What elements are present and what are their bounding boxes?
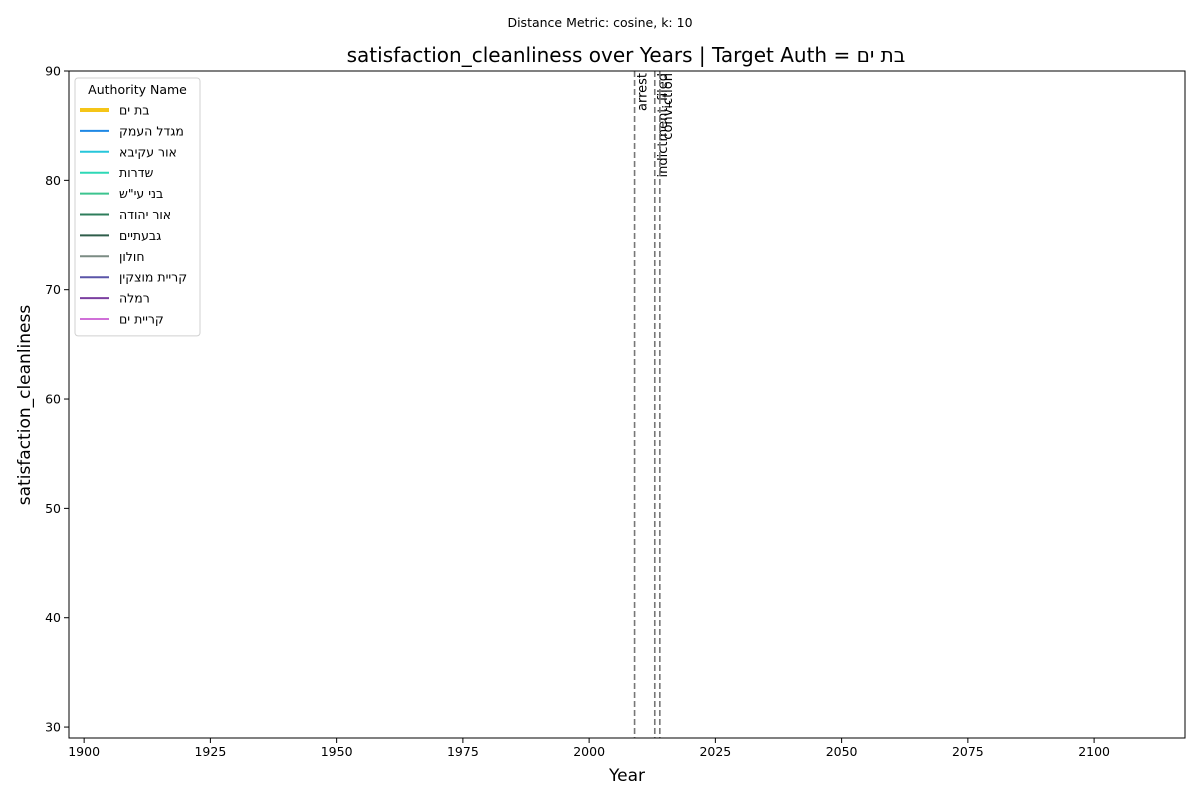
chart-suptitle: Distance Metric: cosine, k: 10: [507, 15, 692, 30]
legend-entry: בת ים: [119, 103, 150, 118]
x-tick-label: 1900: [68, 744, 100, 759]
legend: Authority Name בת ים מגדל העמק אור עקיבא שדר…: [74, 77, 201, 337]
y-tick-label: 70: [45, 282, 61, 297]
event-label: conviction: [661, 73, 676, 140]
legend-entry: רמלה: [119, 291, 150, 306]
legend-entry: מגדל העמק: [119, 123, 184, 138]
plot-frame: [68, 70, 1186, 739]
x-tick-label: 1975: [447, 744, 479, 759]
y-tick-label: 30: [45, 720, 61, 735]
y-axis-label: satisfaction_cleanliness: [15, 305, 35, 506]
legend-entry: חולון: [119, 249, 145, 264]
event-label: arrest: [636, 73, 651, 111]
x-tick-label: 2050: [826, 744, 858, 759]
legend-entry: שדרות: [119, 165, 154, 180]
y-tick-label: 90: [45, 64, 61, 79]
legend-entry: קריית ים: [119, 312, 164, 327]
x-axis-label: Year: [608, 766, 645, 786]
y-axis: 30 40 50 60 70 80 90: [45, 64, 69, 735]
y-tick-label: 80: [45, 173, 61, 188]
x-tick-label: 2025: [699, 744, 731, 759]
legend-entry: אור יהודה: [119, 207, 171, 222]
legend-entry: קריית מוצקין: [119, 270, 187, 285]
y-tick-label: 50: [45, 501, 61, 516]
legend-entry: גבעתיים: [119, 228, 161, 243]
y-tick-label: 60: [45, 392, 61, 407]
x-tick-label: 2000: [573, 744, 605, 759]
legend-entry: בני עי"ש: [119, 186, 163, 201]
x-tick-label: 2075: [952, 744, 984, 759]
x-tick-label: 1950: [321, 744, 353, 759]
legend-box: [74, 77, 201, 337]
x-tick-label: 1925: [194, 744, 226, 759]
x-tick-label: 2100: [1078, 744, 1110, 759]
legend-title: Authority Name: [88, 82, 187, 97]
y-tick-label: 40: [45, 610, 61, 625]
x-axis: 1900 1925 1950 1975 2000 2025 2050 2075 2100: [68, 738, 1110, 759]
legend-entry: אור עקיבא: [119, 144, 177, 159]
chart-title: satisfaction_cleanliness over Years | Ta…: [347, 43, 906, 67]
